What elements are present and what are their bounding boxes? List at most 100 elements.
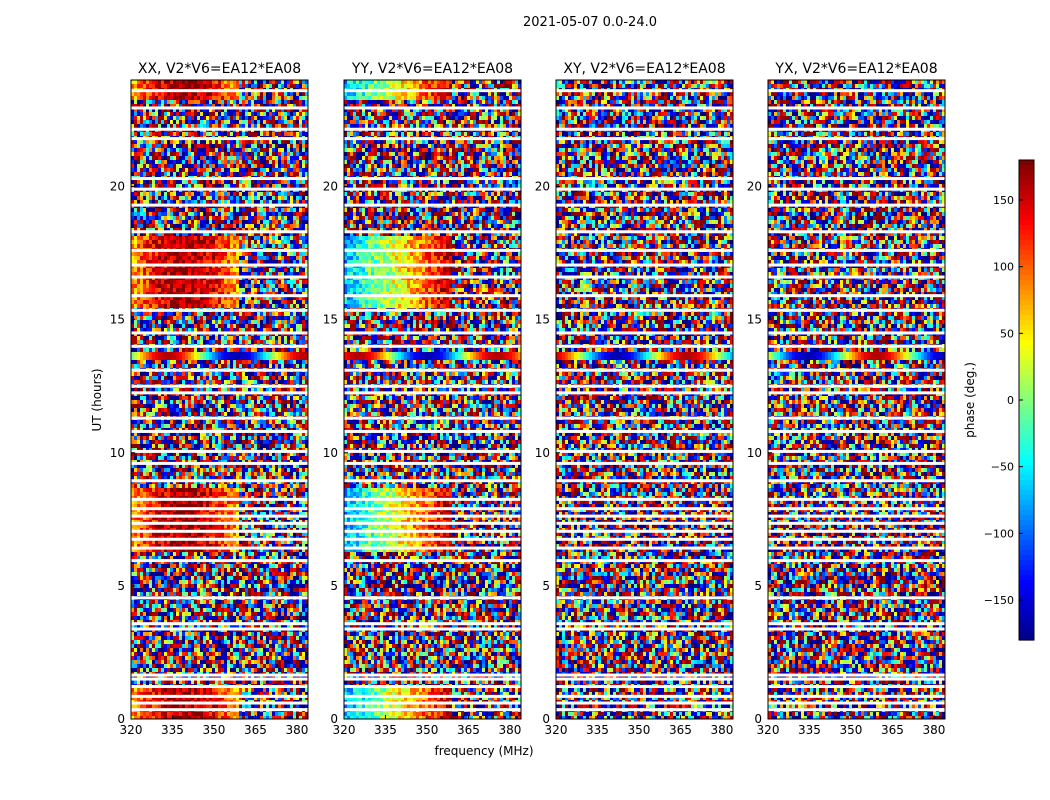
flagged-gap: [768, 331, 945, 335]
colorbar-segment: [1019, 240, 1034, 246]
y-tick-label: 15: [323, 313, 338, 327]
colorbar-segment: [1019, 405, 1034, 411]
x-tick-label: 380: [285, 723, 308, 737]
flagged-gap: [556, 449, 733, 453]
flagged-gap: [131, 479, 308, 483]
colorbar-segment: [1019, 570, 1034, 576]
flagged-gap: [131, 559, 308, 563]
flagged-gap: [131, 137, 308, 141]
colorbar-segment: [1019, 185, 1034, 191]
flagged-gap: [131, 694, 308, 698]
flagged-gap: [768, 344, 945, 348]
flagged-gap: [768, 106, 945, 110]
colorbar-segment: [1019, 475, 1034, 481]
flagged-gap: [768, 559, 945, 563]
colorbar-tick-label: −150: [984, 594, 1014, 607]
colorbar-tick-label: 100: [993, 261, 1014, 274]
flagged-gap: [344, 627, 521, 631]
flagged-gap: [768, 596, 945, 600]
flagged-gap: [556, 673, 733, 677]
colorbar-segment: [1019, 390, 1034, 396]
colorbar-segment: [1019, 280, 1034, 286]
panel-yx: YX, V2*V6=EA12*EA08 320 335 350 365 380 0 5 10 15…: [747, 61, 946, 737]
flagged-gap: [556, 127, 733, 131]
flagged-gap: [768, 449, 945, 453]
flagged-gap: [131, 230, 308, 234]
flagged-gap: [131, 622, 308, 626]
flagged-gap: [131, 177, 308, 181]
x-tick-label: 335: [374, 723, 397, 737]
flagged-gap: [131, 344, 308, 348]
flagged-gap: [131, 248, 308, 252]
figure-suptitle: 2021-05-07 0.0-24.0: [523, 15, 657, 30]
flagged-gap: [768, 391, 945, 395]
flagged-gap: [556, 384, 733, 388]
flagged-gap: [131, 708, 308, 712]
colorbar-segment: [1019, 625, 1034, 631]
flagged-gap: [556, 368, 733, 372]
flagged-gap: [344, 622, 521, 626]
flagged-gap: [131, 187, 308, 191]
panel-title: YX, V2*V6=EA12*EA08: [774, 61, 937, 77]
x-tick-label: 365: [669, 723, 692, 737]
flagged-gap: [556, 248, 733, 252]
colorbar-segment: [1019, 585, 1034, 591]
flagged-gap: [344, 106, 521, 110]
colorbar-segment: [1019, 500, 1034, 506]
colorbar-segment: [1019, 230, 1034, 236]
flagged-gap: [556, 537, 733, 541]
x-tick-label: 380: [498, 723, 521, 737]
flagged-gap: [344, 89, 521, 93]
colorbar-segment: [1019, 355, 1034, 361]
colorbar-segment: [1019, 505, 1034, 511]
flagged-gap: [131, 331, 308, 335]
flagged-gap: [344, 344, 521, 348]
flagged-gap: [344, 429, 521, 433]
flagged-gap: [344, 685, 521, 689]
flagged-gap: [131, 677, 308, 681]
colorbar-segment: [1019, 210, 1034, 216]
flagged-gap: [556, 106, 733, 110]
flagged-gap: [768, 248, 945, 252]
panel-yy: YY, V2*V6=EA12*EA08 320 335 350 365 380 0 5 10 15…: [323, 61, 522, 737]
flagged-gap: [344, 294, 521, 298]
flagged-gap: [344, 449, 521, 453]
colorbar-segment: [1019, 565, 1034, 571]
colorbar-segment: [1019, 535, 1034, 541]
colorbar-segment: [1019, 310, 1034, 316]
flagged-gap: [768, 507, 945, 511]
flagged-gap: [556, 685, 733, 689]
colorbar: 150 100 50 0 −50 −100 −150: [984, 159, 1035, 641]
y-tick-label: 0: [330, 712, 338, 726]
x-tick-label: 320: [757, 723, 780, 737]
colorbar-segment: [1019, 375, 1034, 381]
flagged-gap: [131, 127, 308, 131]
flagged-gap: [344, 507, 521, 511]
colorbar-segment: [1019, 545, 1034, 551]
flagged-gap: [131, 529, 308, 533]
flagged-gap: [344, 416, 521, 420]
flagged-gap: [344, 521, 521, 525]
y-tick-label: 15: [535, 313, 550, 327]
colorbar-segment: [1019, 365, 1034, 371]
flagged-gap: [131, 507, 308, 511]
flagged-gap: [556, 622, 733, 626]
flagged-gap: [556, 694, 733, 698]
panel-title: XY, V2*V6=EA12*EA08: [563, 61, 725, 77]
flagged-gap: [556, 507, 733, 511]
axes-frame: [130, 79, 309, 720]
flagged-gap: [768, 622, 945, 626]
y-tick-label: 10: [747, 446, 762, 460]
y-tick-label: 5: [117, 579, 125, 593]
phase-heatmap-yy: [344, 80, 521, 719]
flagged-gap: [768, 384, 945, 388]
flagged-gap: [344, 384, 521, 388]
flagged-gap: [768, 677, 945, 681]
flagged-gap: [768, 294, 945, 298]
flagged-gap: [131, 384, 308, 388]
colorbar-segment: [1019, 245, 1034, 251]
flagged-gap: [344, 673, 521, 677]
flagged-gap: [131, 596, 308, 600]
colorbar-segment: [1019, 485, 1034, 491]
